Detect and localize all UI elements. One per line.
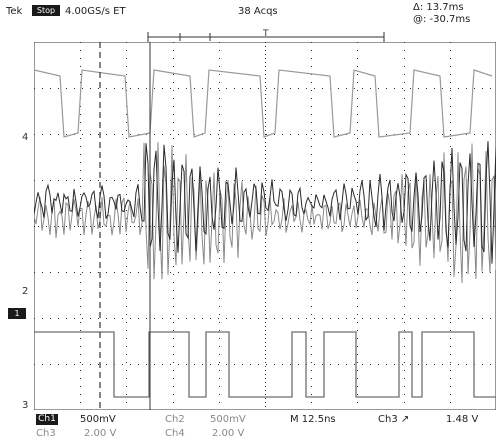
- trigger-point-icon: T: [262, 29, 269, 39]
- ch4-level-marker[interactable]: 4: [22, 132, 29, 143]
- ch3-scale: 2.00 V: [84, 428, 117, 439]
- ch3-trace: [34, 331, 496, 398]
- ch2-scale: 500mV: [210, 414, 246, 425]
- brand-label: Tek: [6, 6, 23, 17]
- ch2-label[interactable]: Ch2: [165, 414, 185, 425]
- cursor-position-readout: @: -30.7ms: [413, 14, 471, 25]
- ch3-label[interactable]: Ch3: [36, 428, 56, 439]
- ch1-level-marker[interactable]: 1: [8, 308, 26, 319]
- ch2-trace: [34, 142, 496, 284]
- sample-rate: 4.00GS/s ET: [65, 6, 126, 17]
- ch1-scale: 500mV: [80, 414, 116, 425]
- ch2-level-marker[interactable]: 2: [22, 286, 29, 297]
- trigger-level: 1.48 V: [446, 414, 479, 425]
- ch4-trace: [34, 69, 493, 138]
- ch4-scale: 2.00 V: [212, 428, 245, 439]
- status-bar: Tek Stop 4.00GS/s ET 38 Acqs Δ: 13.7ms @…: [0, 0, 500, 30]
- acquisition-count: 38 Acqs: [238, 6, 278, 17]
- graticule-grid: [34, 42, 495, 407]
- waveform-display: [34, 42, 496, 410]
- run-state-badge: Stop: [32, 5, 60, 16]
- channel-settings-bar: Ch1 500mV Ch2 500mV M 12.5ns Ch3 ↗ 1.48 …: [0, 412, 500, 443]
- cursor-delta-readout: Δ: 13.7ms: [413, 2, 464, 13]
- trigger-position-bracket: [147, 32, 385, 42]
- ch4-label[interactable]: Ch4: [165, 428, 185, 439]
- ch1-label[interactable]: Ch1: [36, 414, 58, 425]
- ch1-trace: [34, 141, 496, 264]
- trigger-source: Ch3 ↗: [378, 414, 410, 425]
- timebase: M 12.5ns: [290, 414, 336, 425]
- ch3-level-marker[interactable]: 3: [22, 400, 29, 411]
